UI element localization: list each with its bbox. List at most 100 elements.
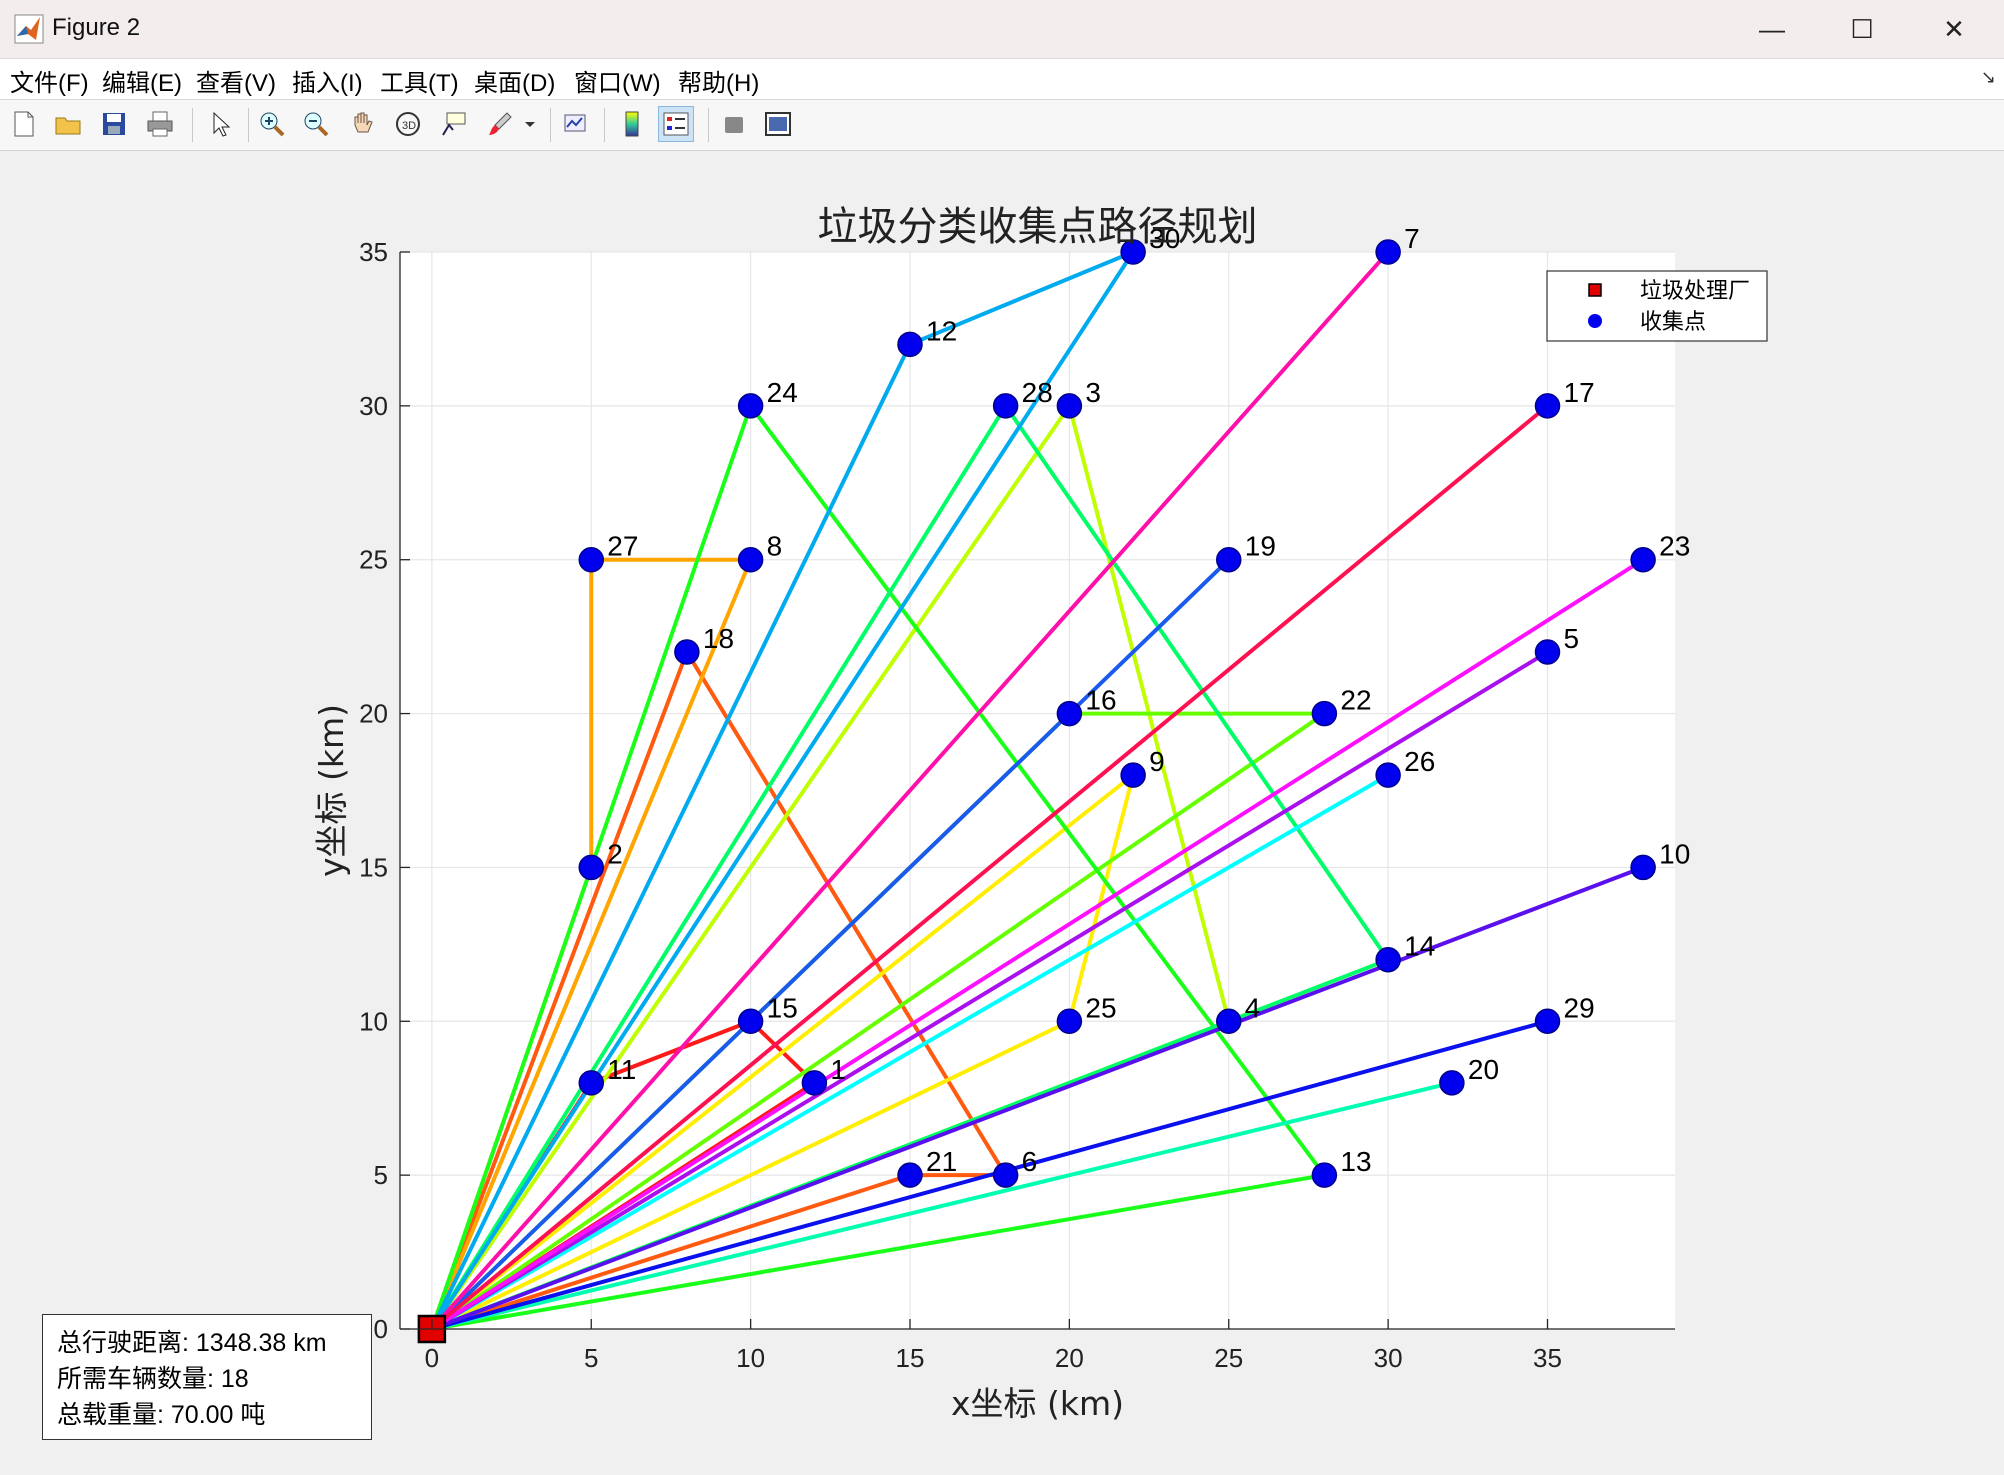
- collection-point-2: [578, 854, 604, 881]
- y-tick-label: 25: [359, 545, 388, 575]
- point-label: 28: [1022, 377, 1053, 408]
- summary-textbox: 总行驶距离: 1348.38 km 所需车辆数量: 18 总载重量: 70.00…: [42, 1314, 372, 1440]
- menu-insert[interactable]: 插入(I): [292, 70, 363, 97]
- menu-desktop[interactable]: 桌面(D): [474, 70, 556, 97]
- show-plot-tools-icon[interactable]: [760, 106, 796, 142]
- figure-toolbar: 3D: [0, 100, 2004, 151]
- point-label: 14: [1404, 931, 1435, 962]
- point-label: 15: [767, 992, 798, 1023]
- route-line: [430, 250, 1136, 1331]
- minimize-button[interactable]: —: [1728, 0, 1816, 58]
- menu-edit[interactable]: 编辑(E): [102, 70, 182, 97]
- minimize-icon: —: [1759, 13, 1785, 44]
- y-tick-label: 15: [359, 852, 388, 882]
- legend-entry-points: 收集点: [1640, 310, 1706, 335]
- collection-point-markers: [417, 239, 1656, 1344]
- maximize-button[interactable]: ☐: [1818, 0, 1906, 58]
- window-titlebar: Figure 2 — ☐ ✕: [0, 0, 2004, 59]
- x-tick-label: 30: [1374, 1343, 1403, 1373]
- point-label: 24: [767, 377, 798, 408]
- x-tick-label: 15: [896, 1343, 925, 1373]
- pointer-icon[interactable]: [202, 106, 238, 142]
- brush-dropdown-icon[interactable]: [520, 106, 540, 142]
- point-label: 19: [1245, 531, 1276, 562]
- figure-canvas: 1 2 3 4 5 6 7 8 9 10 11 12 13 14 15 16 17 18 19 20 21 22 23 24 2…: [0, 151, 2004, 1475]
- collection-point-14: [1375, 946, 1401, 973]
- menu-tools[interactable]: 工具(T): [380, 70, 459, 97]
- collection-point-21: [897, 1162, 923, 1188]
- pan-icon[interactable]: [344, 106, 380, 142]
- x-axis-label: x坐标 (km): [951, 1384, 1124, 1423]
- new-figure-icon[interactable]: [6, 106, 42, 142]
- collection-point-23: [1630, 546, 1656, 573]
- point-label: 2: [607, 838, 623, 869]
- open-file-icon[interactable]: [50, 106, 86, 142]
- legend-entry-depot: 垃圾处理厂: [1640, 279, 1750, 304]
- x-tick-label: 35: [1533, 1343, 1562, 1373]
- x-tick-label: 5: [584, 1343, 598, 1373]
- y-tick-label: 30: [359, 391, 388, 421]
- collection-point-3: [1056, 393, 1083, 419]
- y-tick-label: 0: [374, 1314, 388, 1344]
- data-cursor-icon[interactable]: [436, 106, 472, 142]
- legend-icon[interactable]: [658, 106, 694, 142]
- menu-window[interactable]: 窗口(W): [574, 70, 661, 97]
- vehicle-count-text: 所需车辆数量: 18: [57, 1365, 249, 1393]
- y-tick-label: 10: [359, 1006, 388, 1036]
- point-labels: 1234567891011121314151617181920212223242…: [607, 223, 1690, 1177]
- x-tick-label: 10: [736, 1343, 765, 1373]
- hide-plot-tools-icon[interactable]: [716, 106, 752, 142]
- point-label: 16: [1085, 685, 1116, 716]
- point-label: 13: [1340, 1146, 1371, 1177]
- collection-point-29: [1534, 1008, 1561, 1035]
- total-distance-text: 总行驶距离: 1348.38 km: [57, 1329, 327, 1357]
- collection-point-12: [897, 331, 923, 358]
- collection-point-13: [1311, 1162, 1338, 1188]
- collection-point-19: [1216, 546, 1242, 573]
- route-plot[interactable]: 1234567891011121314151617181920212223242…: [0, 151, 2004, 1475]
- point-label: 20: [1468, 1054, 1499, 1085]
- colorbar-icon[interactable]: [614, 106, 650, 142]
- menu-help[interactable]: 帮助(H): [678, 70, 760, 97]
- collection-point-15: [737, 1008, 764, 1035]
- point-label: 25: [1085, 992, 1116, 1023]
- chart-legend[interactable]: 垃圾处理厂 收集点: [1546, 270, 1768, 342]
- y-tick-label: 35: [359, 237, 388, 267]
- point-label: 9: [1149, 746, 1165, 777]
- link-plot-icon[interactable]: [558, 106, 594, 142]
- collection-point-20: [1439, 1070, 1465, 1096]
- zoom-out-icon[interactable]: [298, 106, 334, 142]
- y-tick-label: 5: [374, 1160, 388, 1190]
- save-icon[interactable]: [96, 106, 132, 142]
- svg-text:3D: 3D: [402, 120, 416, 132]
- point-label: 5: [1564, 623, 1580, 654]
- collection-point-7: [1375, 239, 1401, 265]
- collection-point-30: [1120, 239, 1146, 265]
- rotate-3d-icon[interactable]: 3D: [390, 106, 426, 142]
- close-button[interactable]: ✕: [1910, 0, 1998, 58]
- collection-point-10: [1630, 854, 1656, 881]
- collection-point-22: [1311, 700, 1338, 727]
- point-label: 21: [926, 1146, 957, 1177]
- print-icon[interactable]: [142, 106, 178, 142]
- point-label: 4: [1245, 992, 1261, 1023]
- menu-dock-arrow-icon[interactable]: ↘: [1980, 67, 1996, 87]
- legend-point-marker: [1588, 314, 1602, 328]
- brush-icon[interactable]: [482, 106, 518, 142]
- maximize-icon: ☐: [1850, 13, 1874, 44]
- point-label: 3: [1085, 377, 1101, 408]
- point-label: 12: [926, 315, 957, 346]
- zoom-in-icon[interactable]: [254, 106, 290, 142]
- menu-file[interactable]: 文件(F): [10, 70, 89, 97]
- collection-point-28: [992, 393, 1019, 419]
- collection-point-11: [578, 1070, 604, 1096]
- route-line: [430, 403, 1391, 1331]
- x-tick-label: 0: [425, 1343, 439, 1373]
- chart-title: 垃圾分类收集点路径规划: [818, 204, 1258, 250]
- point-label: 8: [767, 531, 783, 562]
- collection-point-25: [1056, 1008, 1083, 1035]
- collection-point-18: [674, 639, 700, 665]
- menu-view[interactable]: 查看(V): [196, 70, 276, 97]
- grid-lines: [400, 251, 1675, 1330]
